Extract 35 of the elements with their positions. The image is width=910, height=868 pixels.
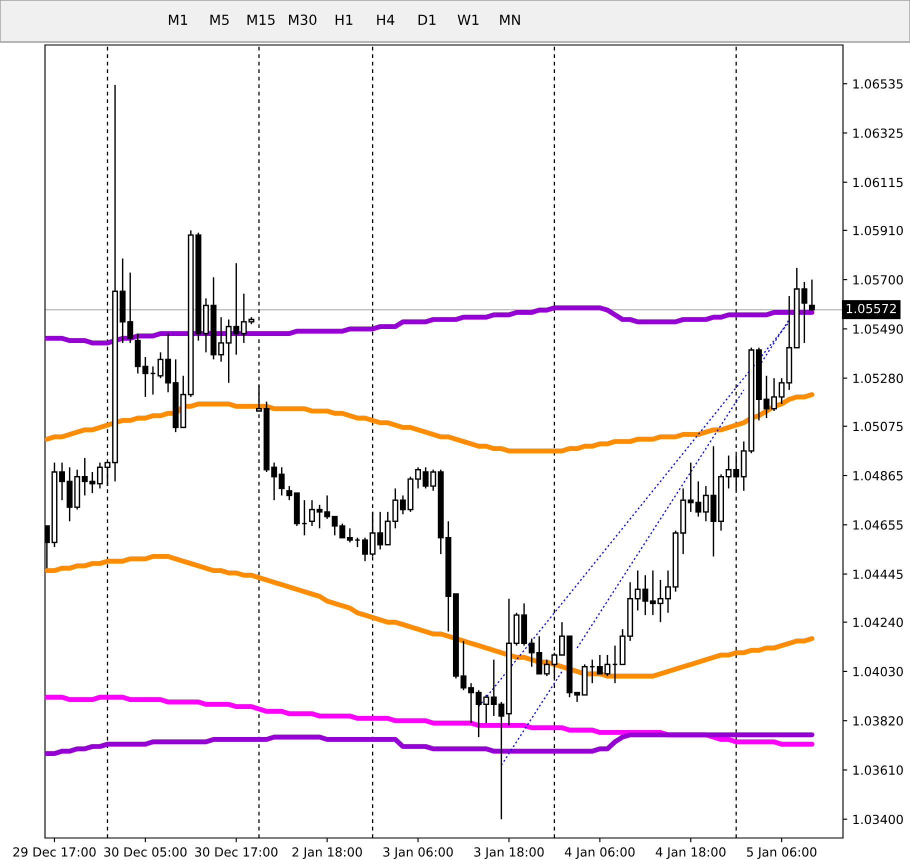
text: M30	[289, 14, 316, 26]
text: D1	[418, 14, 436, 25]
x-tick-label: 3 Jan 18:00	[474, 847, 544, 860]
y-tick-label: 1.06115	[853, 178, 903, 188]
text: M1	[168, 14, 188, 25]
text: H1	[336, 14, 352, 25]
y-tick-label: 1.04240	[853, 618, 903, 628]
y-tick-label: 1.05700	[853, 275, 903, 285]
ref-line-label: 1.05572	[846, 304, 896, 314]
y-tick-label: 1.06535	[853, 79, 903, 89]
text: M5	[210, 14, 229, 26]
x-tick-label: 30 Dec 05:00	[104, 847, 187, 857]
text: H4	[377, 14, 394, 25]
y-tick-label: 1.05075	[853, 422, 903, 432]
x-tick-label: 3 Jan 06:00	[383, 847, 453, 860]
text: M15	[248, 14, 275, 26]
text: MN	[500, 14, 520, 25]
x-tick-label: 5 Jan 06:00	[747, 847, 816, 860]
x-tick-label: 2 Jan 18:00	[292, 847, 362, 860]
x-tick-label: 4 Jan 18:00	[656, 847, 726, 860]
y-tick-label: 1.05490	[853, 324, 903, 334]
y-tick-label: 1.03820	[853, 716, 903, 726]
y-tick-label: 1.05910	[853, 226, 903, 236]
y-tick-label: 1.03400	[853, 814, 903, 824]
x-tick-label: 30 Dec 17:00	[195, 847, 278, 857]
y-tick-label: 1.04655	[853, 520, 903, 530]
y-tick-label: 1.03610	[853, 765, 903, 775]
y-tick-label: 1.05280	[853, 374, 903, 384]
y-tick-label: 1.04445	[853, 570, 903, 579]
y-tick-label: 1.04030	[853, 666, 903, 676]
text: W1	[458, 14, 478, 25]
x-tick-label: 4 Jan 06:00	[564, 847, 635, 860]
y-tick-label: 1.04865	[853, 470, 903, 480]
y-tick-label: 1.06325	[853, 128, 903, 138]
x-tick-label: 29 Dec 17:00	[13, 847, 96, 857]
